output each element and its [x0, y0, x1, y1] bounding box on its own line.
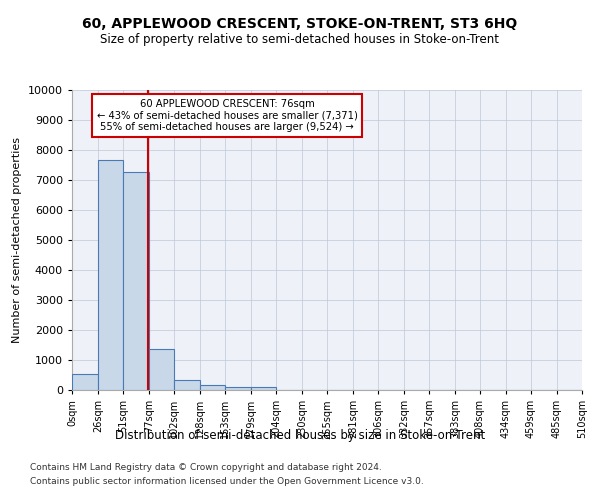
Bar	[200, 385, 225, 390]
Text: Contains public sector information licensed under the Open Government Licence v3: Contains public sector information licen…	[30, 477, 424, 486]
Bar	[123, 172, 149, 390]
Y-axis label: Number of semi-detached properties: Number of semi-detached properties	[13, 137, 22, 343]
Text: Distribution of semi-detached houses by size in Stoke-on-Trent: Distribution of semi-detached houses by …	[115, 428, 485, 442]
Text: Size of property relative to semi-detached houses in Stoke-on-Trent: Size of property relative to semi-detach…	[101, 32, 499, 46]
Bar	[174, 380, 200, 390]
Text: Contains HM Land Registry data © Crown copyright and database right 2024.: Contains HM Land Registry data © Crown c…	[30, 464, 382, 472]
Text: 60, APPLEWOOD CRESCENT, STOKE-ON-TRENT, ST3 6HQ: 60, APPLEWOOD CRESCENT, STOKE-ON-TRENT, …	[82, 18, 518, 32]
Bar	[98, 160, 123, 390]
Bar	[225, 386, 251, 390]
Bar	[149, 348, 174, 390]
Bar	[251, 388, 276, 390]
Bar	[72, 374, 98, 390]
Text: 60 APPLEWOOD CRESCENT: 76sqm
← 43% of semi-detached houses are smaller (7,371)
5: 60 APPLEWOOD CRESCENT: 76sqm ← 43% of se…	[97, 99, 358, 132]
